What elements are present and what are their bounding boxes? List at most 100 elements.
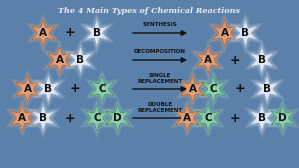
Polygon shape xyxy=(171,100,203,136)
Polygon shape xyxy=(31,104,55,132)
Polygon shape xyxy=(7,100,38,136)
Polygon shape xyxy=(100,97,136,139)
Text: The 4 Main Types of Chemical Reactions: The 4 Main Types of Chemical Reactions xyxy=(58,7,240,15)
Polygon shape xyxy=(47,45,72,75)
Text: B: B xyxy=(242,28,249,38)
Polygon shape xyxy=(9,68,45,110)
Polygon shape xyxy=(200,73,227,104)
Polygon shape xyxy=(46,45,73,76)
Polygon shape xyxy=(14,73,41,104)
Polygon shape xyxy=(244,97,280,139)
Text: B: B xyxy=(93,28,101,38)
Polygon shape xyxy=(84,18,109,48)
Polygon shape xyxy=(28,15,59,51)
Polygon shape xyxy=(35,73,62,104)
Polygon shape xyxy=(232,17,259,49)
Polygon shape xyxy=(248,102,275,134)
Polygon shape xyxy=(271,104,295,132)
Polygon shape xyxy=(192,100,224,136)
Polygon shape xyxy=(69,47,92,74)
Polygon shape xyxy=(244,39,280,81)
Polygon shape xyxy=(28,100,59,136)
Polygon shape xyxy=(177,71,208,107)
Polygon shape xyxy=(174,68,210,110)
Polygon shape xyxy=(250,47,274,74)
Polygon shape xyxy=(30,102,57,134)
Text: +: + xyxy=(70,82,80,95)
Text: B: B xyxy=(258,55,266,65)
Text: A: A xyxy=(56,55,63,65)
Polygon shape xyxy=(106,104,129,132)
Polygon shape xyxy=(89,73,115,104)
Text: +: + xyxy=(230,53,240,67)
Polygon shape xyxy=(233,18,258,48)
Polygon shape xyxy=(15,74,40,104)
Text: A: A xyxy=(39,28,47,38)
Polygon shape xyxy=(249,68,285,110)
Polygon shape xyxy=(211,17,238,49)
Text: +: + xyxy=(235,82,245,95)
Polygon shape xyxy=(196,103,221,133)
Polygon shape xyxy=(85,104,109,132)
Polygon shape xyxy=(265,97,299,139)
Polygon shape xyxy=(10,103,35,133)
Text: B: B xyxy=(39,113,47,123)
Polygon shape xyxy=(202,75,225,102)
Polygon shape xyxy=(250,104,274,132)
Polygon shape xyxy=(246,100,278,136)
Text: DECOMPOSITION: DECOMPOSITION xyxy=(134,49,186,54)
Text: D: D xyxy=(113,113,122,123)
Polygon shape xyxy=(190,97,226,139)
Polygon shape xyxy=(12,71,43,107)
Polygon shape xyxy=(104,102,131,134)
Polygon shape xyxy=(81,100,113,136)
Polygon shape xyxy=(198,71,229,107)
Polygon shape xyxy=(84,103,109,133)
Polygon shape xyxy=(79,97,115,139)
Text: +: + xyxy=(230,112,240,124)
Text: D: D xyxy=(278,113,287,123)
Text: C: C xyxy=(210,84,217,94)
Polygon shape xyxy=(30,17,57,49)
Polygon shape xyxy=(37,75,60,102)
Polygon shape xyxy=(195,68,231,110)
Polygon shape xyxy=(181,75,204,102)
Polygon shape xyxy=(212,18,237,48)
Polygon shape xyxy=(44,42,75,78)
Polygon shape xyxy=(105,103,130,133)
Text: +: + xyxy=(65,27,75,39)
Text: A: A xyxy=(221,28,228,38)
Polygon shape xyxy=(190,39,226,81)
Text: C: C xyxy=(204,113,212,123)
Polygon shape xyxy=(248,45,275,76)
Text: B: B xyxy=(258,113,266,123)
Polygon shape xyxy=(67,45,94,76)
Polygon shape xyxy=(213,19,236,47)
Polygon shape xyxy=(254,74,280,104)
Polygon shape xyxy=(206,12,243,54)
Text: C: C xyxy=(93,113,101,123)
Polygon shape xyxy=(195,102,222,134)
Text: DOUBLE
REPLACEMENT: DOUBLE REPLACEMENT xyxy=(138,102,183,113)
Polygon shape xyxy=(84,68,120,110)
Polygon shape xyxy=(196,45,221,75)
Text: B: B xyxy=(44,84,52,94)
Polygon shape xyxy=(176,104,199,132)
Polygon shape xyxy=(79,12,115,54)
Polygon shape xyxy=(180,74,205,104)
Polygon shape xyxy=(174,102,201,134)
Polygon shape xyxy=(90,75,114,102)
Polygon shape xyxy=(86,71,118,107)
Polygon shape xyxy=(33,71,64,107)
Polygon shape xyxy=(251,71,283,107)
Polygon shape xyxy=(196,47,220,74)
Polygon shape xyxy=(169,97,205,139)
Polygon shape xyxy=(4,97,40,139)
Polygon shape xyxy=(81,15,113,51)
Polygon shape xyxy=(267,100,299,136)
Text: SINGLE
REPLACEMENT: SINGLE REPLACEMENT xyxy=(138,73,183,84)
Polygon shape xyxy=(31,19,55,47)
Polygon shape xyxy=(42,39,78,81)
Text: B: B xyxy=(263,84,271,94)
Polygon shape xyxy=(230,15,261,51)
